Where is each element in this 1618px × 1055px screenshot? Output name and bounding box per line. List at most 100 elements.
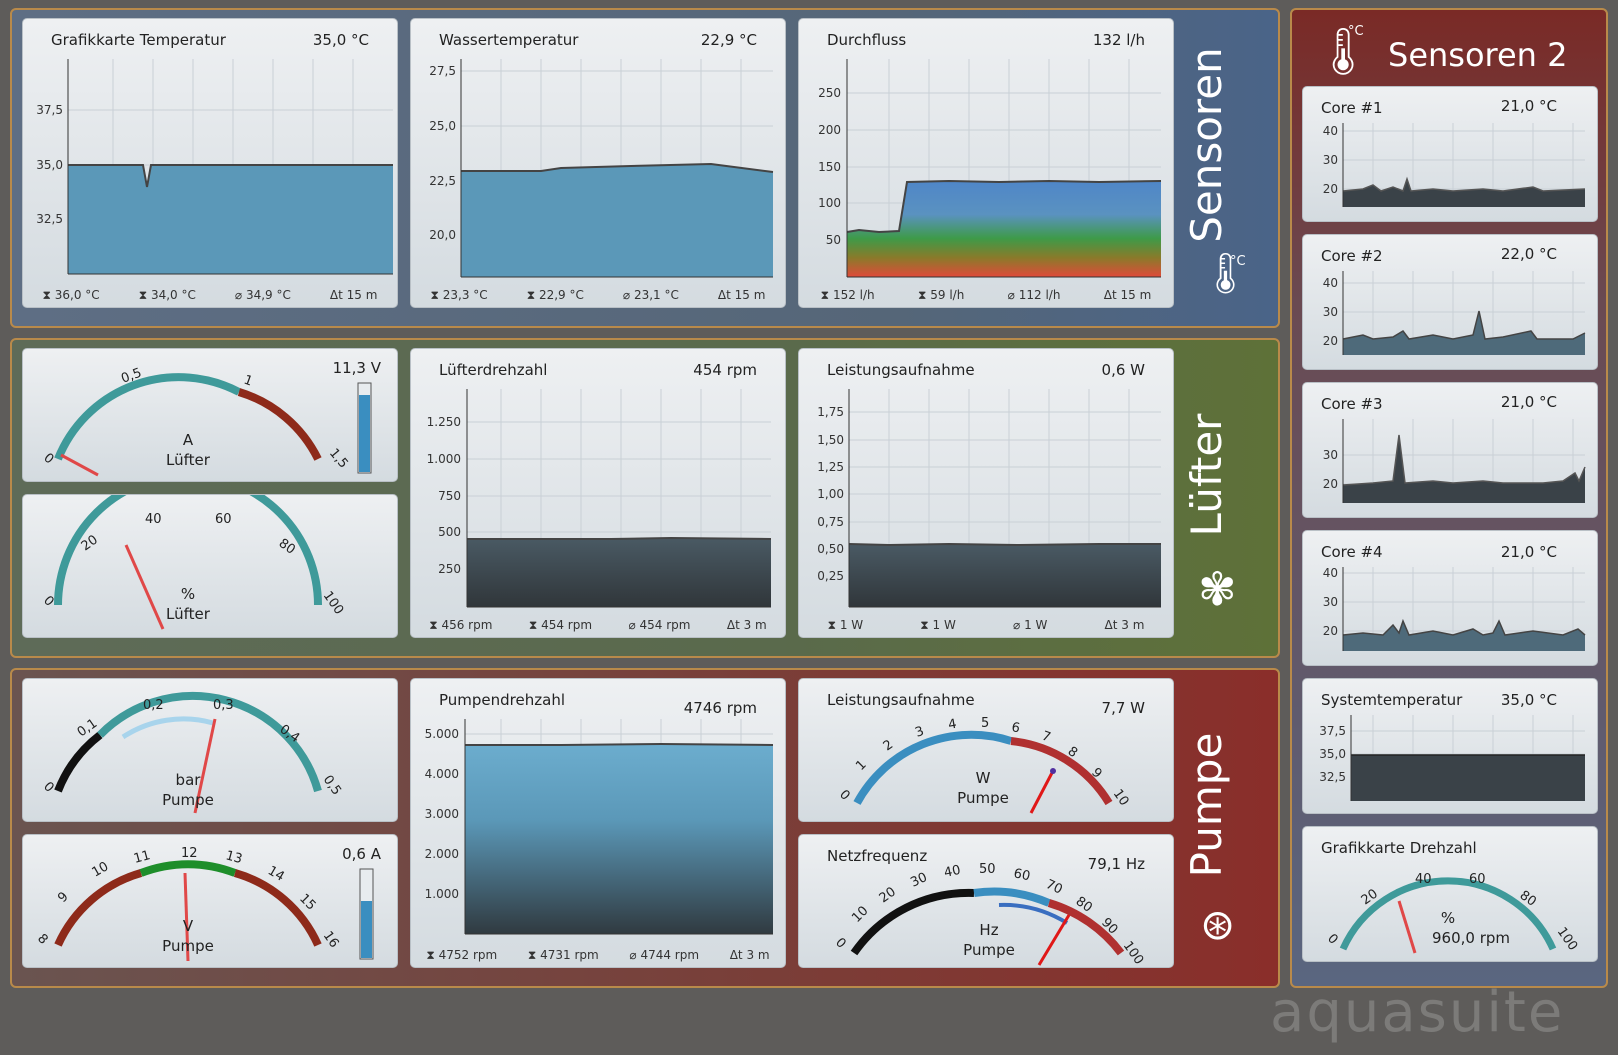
gpu-temp-panel[interactable]: Grafikkarte Temperatur 35,0 °C 37,5 35,0… bbox=[22, 18, 398, 308]
gpu-rpm-gauge-panel[interactable]: Grafikkarte Drehzahl 0 20 40 60 80 100 %… bbox=[1302, 826, 1598, 962]
tick-label: 37,5 bbox=[36, 103, 63, 117]
fan-power-panel[interactable]: Leistungsaufnahme 0,6 W 1,75 1,50 1,25 1… bbox=[798, 348, 1174, 638]
system-temp-chart: 37,5 35,0 32,5 bbox=[1319, 715, 1585, 801]
gauge-label: Pumpe bbox=[162, 791, 214, 809]
tick-label: 5.000 bbox=[425, 727, 459, 741]
tick-label: 8 bbox=[34, 931, 50, 947]
fan-current-gauge: 0 0,5 1 1,5 A Lüfter bbox=[40, 366, 372, 477]
tick-label: 30 bbox=[1323, 305, 1338, 319]
core2-panel[interactable]: Core #2 22,0 °C 40 30 20 bbox=[1302, 234, 1598, 370]
max-stat: ⧗ 1 W bbox=[827, 618, 864, 632]
gauge-label: Pumpe bbox=[957, 789, 1009, 807]
timespan-stat: Δt 3 m bbox=[726, 618, 767, 632]
system-temp-panel[interactable]: Systemtemperatur 35,0 °C 37,5 35,0 32,5 bbox=[1302, 678, 1598, 814]
fan-percent-gauge-panel[interactable]: 0 20 40 60 80 100 % Lüfter bbox=[22, 494, 398, 638]
tick-label: 5 bbox=[981, 716, 989, 731]
tick-label: 500 bbox=[438, 525, 461, 539]
panel-stats: ⧗ 1 W ⧗ 1 W ⌀ 1 W Δt 3 m bbox=[799, 618, 1173, 633]
water-temp-chart: 27,5 25,0 22,5 20,0 bbox=[429, 59, 774, 278]
gpu-temp-chart: 37,5 35,0 32,5 bbox=[36, 59, 393, 275]
core4-panel[interactable]: Core #4 21,0 °C 40 30 20 bbox=[1302, 530, 1598, 666]
tick-label: 20 bbox=[1323, 182, 1338, 196]
panel-value: 21,0 °C bbox=[1500, 393, 1557, 411]
pump-voltage-gauge-panel[interactable]: 0,6 A 8 9 10 11 12 13 14 15 16 V Pumpe bbox=[22, 834, 398, 968]
fan-rpm-panel[interactable]: Lüfterdrehzahl 454 rpm 1.250 1.000 750 5… bbox=[410, 348, 786, 638]
pump-frequency-gauge: 0 10 20 30 40 50 60 70 80 90 100 Hz Pump… bbox=[832, 862, 1147, 968]
panel-title: Pumpendrehzahl bbox=[439, 691, 565, 709]
panel-value: 21,0 °C bbox=[1500, 543, 1557, 561]
tick-label: 20 bbox=[1323, 477, 1338, 491]
avg-icon: ⌀ bbox=[1007, 288, 1015, 302]
tick-label: 100 bbox=[1120, 939, 1147, 968]
avg-icon: ⌀ bbox=[234, 288, 243, 302]
tick-label: 6 bbox=[1010, 720, 1021, 736]
avg-stat: ⌀ 1 W bbox=[1013, 618, 1048, 632]
timespan-icon: Δt bbox=[717, 288, 731, 302]
max-icon: ⧗ bbox=[820, 288, 830, 302]
sensors2-group: 🌡 °C Sensoren 2 Core #1 21,0 °C 40 30 20… bbox=[1290, 8, 1608, 988]
core1-chart: 40 30 20 bbox=[1323, 123, 1586, 207]
tick-label: 200 bbox=[818, 123, 841, 137]
aquasuite-watermark: aquasuite bbox=[1270, 980, 1565, 1045]
panel-title: Leistungsaufnahme bbox=[827, 691, 975, 709]
panel-value: 4746 rpm bbox=[683, 699, 757, 717]
core1-panel[interactable]: Core #1 21,0 °C 40 30 20 bbox=[1302, 86, 1598, 222]
max-stat: ⧗ 4752 rpm bbox=[426, 948, 498, 962]
core3-panel[interactable]: Core #3 21,0 °C 30 20 bbox=[1302, 382, 1598, 518]
min-icon: ⧗ bbox=[917, 288, 927, 302]
panel-title: Core #3 bbox=[1321, 395, 1383, 413]
flow-panel[interactable]: Durchfluss 132 l/h 250 200 bbox=[798, 18, 1174, 308]
tick-label: 100 bbox=[320, 589, 347, 618]
degree-label: °C bbox=[1230, 254, 1246, 269]
pump-power-gauge: 0 1 2 3 4 5 6 7 8 9 10 W Pumpe bbox=[836, 716, 1132, 814]
max-stat: ⧗ 23,3 °C bbox=[430, 288, 488, 302]
degree-label: °C bbox=[1348, 24, 1364, 39]
pump-voltage-gauge: 8 9 10 11 12 13 14 15 16 V Pumpe bbox=[34, 846, 374, 962]
fan-icon: ✾ bbox=[1198, 562, 1237, 616]
tick-label: 100 bbox=[1554, 925, 1581, 954]
panel-title: Grafikkarte Temperatur bbox=[51, 31, 226, 49]
pump-rpm-panel[interactable]: Pumpendrehzahl 4746 rpm 5.000 4.000 3.00… bbox=[410, 678, 786, 968]
tick-label: 40 bbox=[1323, 566, 1338, 580]
gauge-unit: % bbox=[1441, 909, 1455, 927]
fan-rpm-chart: 1.250 1.000 750 500 250 bbox=[427, 389, 772, 608]
tick-label: 1 bbox=[853, 757, 869, 773]
tick-label: 11 bbox=[132, 848, 152, 867]
min-stat: ⧗ 22,9 °C bbox=[526, 288, 584, 302]
min-icon: ⧗ bbox=[920, 618, 929, 632]
tick-label: 60 bbox=[1469, 872, 1486, 887]
core4-chart: 40 30 20 bbox=[1323, 566, 1586, 651]
avg-stat: ⌀ 112 l/h bbox=[1007, 288, 1061, 302]
panel-title: Core #4 bbox=[1321, 543, 1383, 561]
pump-frequency-gauge-panel[interactable]: Netzfrequenz 79,1 Hz 0 10 20 30 40 50 60… bbox=[798, 834, 1174, 968]
min-stat: ⧗ 1 W bbox=[920, 618, 956, 632]
panel-title: Core #1 bbox=[1321, 99, 1383, 117]
fan-current-gauge-panel[interactable]: 11,3 V 0 0,5 1 1,5 A Lüfter bbox=[22, 348, 398, 482]
avg-icon: ⌀ bbox=[1013, 618, 1021, 632]
gpu-rpm-gauge: 0 20 40 60 80 100 % 960,0 rpm bbox=[1324, 872, 1581, 954]
pump-group: Pumpe ⊛ 0 0,1 0,2 0,3 0,4 0,5 bar Pumpe … bbox=[10, 668, 1280, 988]
pump-group-title: Pumpe bbox=[1182, 732, 1231, 878]
gauge-label: Lüfter bbox=[166, 605, 211, 623]
tick-label: 1,5 bbox=[326, 446, 351, 471]
tick-label: 13 bbox=[224, 848, 244, 867]
pump-pressure-gauge-panel[interactable]: 0 0,1 0,2 0,3 0,4 0,5 bar Pumpe bbox=[22, 678, 398, 822]
panel-value: 454 rpm bbox=[693, 361, 757, 379]
tick-label: 7 bbox=[1040, 729, 1053, 746]
water-temp-panel[interactable]: Wassertemperatur 22,9 °C 27,5 25,0 22,5 … bbox=[410, 18, 786, 308]
panel-stats: ⧗ 23,3 °C ⧗ 22,9 °C ⌀ 23,1 °C Δt 15 m bbox=[411, 288, 785, 303]
tick-label: 80 bbox=[276, 536, 298, 558]
tick-label: 25,0 bbox=[429, 119, 456, 133]
pump-power-gauge-panel[interactable]: Leistungsaufnahme 7,7 W 0 1 2 3 4 5 6 7 … bbox=[798, 678, 1174, 822]
min-icon: ⧗ bbox=[528, 618, 538, 632]
panel-value: 22,0 °C bbox=[1500, 245, 1557, 263]
min-stat: ⧗ 59 l/h bbox=[917, 288, 965, 302]
tick-label: 27,5 bbox=[429, 64, 456, 78]
tick-label: 0 bbox=[40, 593, 56, 609]
gauge-label: Pumpe bbox=[162, 937, 214, 955]
tick-label: 20 bbox=[1323, 334, 1338, 348]
tick-label: 0 bbox=[836, 787, 852, 803]
panel-value: 0,6 W bbox=[1101, 361, 1145, 379]
tick-label: 10 bbox=[849, 904, 871, 926]
tick-label: 20 bbox=[877, 884, 899, 906]
